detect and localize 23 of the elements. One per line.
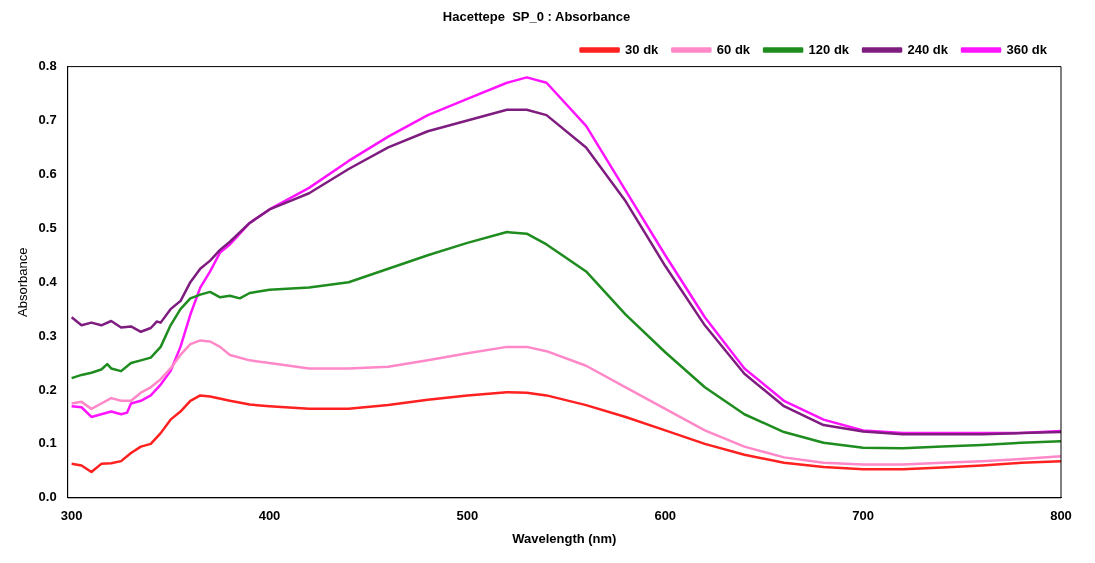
x-tick-label: 700 <box>852 508 874 524</box>
legend-label: 120 dk <box>808 41 850 57</box>
y-tick-label: 0.0 <box>38 489 57 505</box>
x-tick-label: 300 <box>60 508 83 524</box>
y-tick-label: 0.4 <box>38 273 58 289</box>
x-tick-label: 800 <box>1050 508 1072 524</box>
x-tick-label: 500 <box>456 508 479 524</box>
y-tick-label: 0.5 <box>38 219 57 235</box>
y-tick-label: 0.6 <box>38 165 57 181</box>
y-tick-label: 0.7 <box>38 112 57 128</box>
legend-label: 30 dk <box>625 41 660 57</box>
chart-title: Hacettepe SP_0 : Absorbance <box>442 9 631 25</box>
y-tick-label: 0.3 <box>38 327 57 343</box>
y-tick-label: 0.8 <box>38 58 57 74</box>
x-tick-label: 400 <box>258 508 281 524</box>
x-axis-title: Wavelength (nm) <box>512 530 617 546</box>
y-axis-title: Absorbance <box>15 247 31 317</box>
x-tick-label: 600 <box>654 508 677 524</box>
y-tick-label: 0.2 <box>38 381 57 397</box>
legend-label: 360 dk <box>1006 41 1048 57</box>
legend-label: 240 dk <box>907 41 949 57</box>
legend-label: 60 dk <box>716 41 751 57</box>
y-tick-label: 0.1 <box>38 435 57 451</box>
